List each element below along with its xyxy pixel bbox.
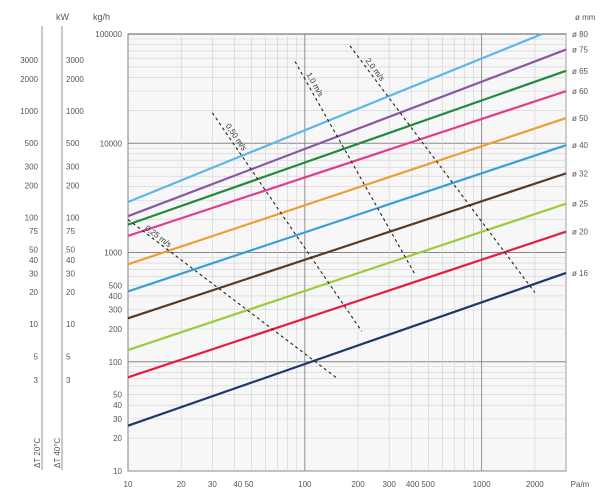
dt40-tick-label: 500 [66, 139, 80, 148]
y-unit-label: kg/h [93, 12, 110, 22]
series-line-80 [127, 32, 543, 204]
x-tick-label: 2000 [526, 480, 544, 489]
dt20-tick-label: 300 [25, 163, 39, 172]
dt40-tick-label: 1000 [66, 107, 84, 116]
tick-labels: 10 20 30 40 50 100 200 300 400 500 1000 2000 Pa/m 1… [95, 30, 589, 489]
dt20-tick-label: 10 [29, 320, 38, 329]
dt20-tick-label: 500 [25, 139, 39, 148]
series-label-32: ø 32 [572, 169, 589, 178]
velocity-line-0-50-m-s [211, 112, 363, 332]
y-tick-label: 10000 [100, 139, 123, 148]
series-label-20: ø 20 [572, 228, 589, 237]
y-tick-label: 200 [109, 325, 123, 334]
series-label-80: ø 80 [572, 30, 589, 39]
x-tick-label: Pa/m [571, 480, 590, 489]
series-label-60: ø 60 [572, 87, 589, 96]
y-tick-label: 100 [109, 358, 123, 367]
series-line-75 [127, 48, 567, 218]
dt40-tick-label: 30 [66, 269, 75, 278]
dt20-label: ΔT 20°C [33, 438, 42, 468]
series-label-75: ø 75 [572, 46, 589, 55]
x-tick-label: 400 500 [406, 480, 435, 489]
dt20-tick-label: 20 [29, 288, 38, 297]
dt40-tick-label: 3 [66, 376, 71, 385]
series-header: ø mm [575, 13, 596, 22]
dt20-tick-label: 3000 [20, 56, 38, 65]
dt20-tick-label: 3 [34, 376, 39, 385]
kw-scale-title: kW [56, 12, 70, 22]
y-tick-label: 50 [113, 391, 122, 400]
y-tick-label: 40 [113, 401, 122, 410]
dt40-tick-label: 5 [66, 352, 71, 361]
velocity-line-0-25-m-s [127, 219, 337, 378]
dt40-tick-label: 200 [66, 181, 80, 190]
dt40-tick-label: 40 [66, 256, 75, 265]
y-tick-label: 100000 [95, 30, 122, 39]
series-label-16: ø 16 [572, 269, 589, 278]
dt20-tick-label: 2000 [20, 75, 38, 84]
dt40-tick-label: 100 [66, 214, 80, 223]
dt40-tick-label: 50 [66, 246, 75, 255]
x-tick-label: 30 [208, 480, 217, 489]
series-line-40 [127, 144, 567, 293]
dt40-tick-label: 75 [66, 227, 75, 236]
dt20-tick-label: 100 [25, 214, 39, 223]
series-line-65 [127, 69, 567, 226]
y-tick-label: 400 [109, 292, 123, 301]
series-line-16 [127, 271, 567, 427]
series-label-50: ø 50 [572, 114, 589, 123]
dt20-tick-label: 75 [29, 227, 38, 236]
dt20-tick-label: 40 [29, 256, 38, 265]
x-tick-label: 200 [351, 480, 365, 489]
dt20-tick-label: 30 [29, 269, 38, 278]
chart-grid [127, 33, 567, 472]
dt40-tick-label: 300 [66, 163, 80, 172]
dt40-tick-label: 10 [66, 320, 75, 329]
series-label-25: ø 25 [572, 200, 589, 209]
series-line-25 [127, 202, 567, 352]
dt20-tick-label: 5 [34, 352, 39, 361]
series-label-40: ø 40 [572, 141, 589, 150]
y-tick-label: 10 [113, 467, 122, 476]
dt20-tick-label: 200 [25, 181, 39, 190]
x-tick-label: 10 [124, 480, 133, 489]
x-tick-label: 20 [177, 480, 186, 489]
dt40-tick-label: 2000 [66, 75, 84, 84]
y-tick-label: 20 [113, 434, 122, 443]
dt20-tick-label: 50 [29, 246, 38, 255]
series-group: ø 80 ø 75 ø 65 ø 60 ø 50 ø 40 ø 32 ø 25 ø 20 ø 16 [127, 30, 589, 427]
y-tick-label: 30 [113, 415, 122, 424]
x-tick-label: 40 50 [233, 480, 254, 489]
dt40-tick-label: 3000 [66, 56, 84, 65]
x-tick-label: 100 [298, 480, 312, 489]
dt40-tick-label: 20 [66, 288, 75, 297]
x-tick-label: 1000 [473, 480, 491, 489]
y-tick-label: 1000 [104, 249, 122, 258]
velocity-line-1-0-m-s [294, 61, 416, 275]
series-line-32 [127, 172, 567, 320]
series-line-50 [127, 117, 567, 266]
x-tick-label: 300 [383, 480, 397, 489]
dt40-label: ΔT 40°C [53, 438, 62, 468]
y-tick-label: 500 [109, 281, 123, 290]
y-tick-label: 300 [109, 306, 123, 315]
left-scales: kW ΔT 20°C ΔT 40°C 3000 2000 1000 500 300 200… [20, 12, 84, 470]
dt20-tick-label: 1000 [20, 107, 38, 116]
series-line-60 [127, 90, 567, 237]
series-line-20 [127, 230, 567, 379]
series-label-65: ø 65 [572, 67, 589, 76]
